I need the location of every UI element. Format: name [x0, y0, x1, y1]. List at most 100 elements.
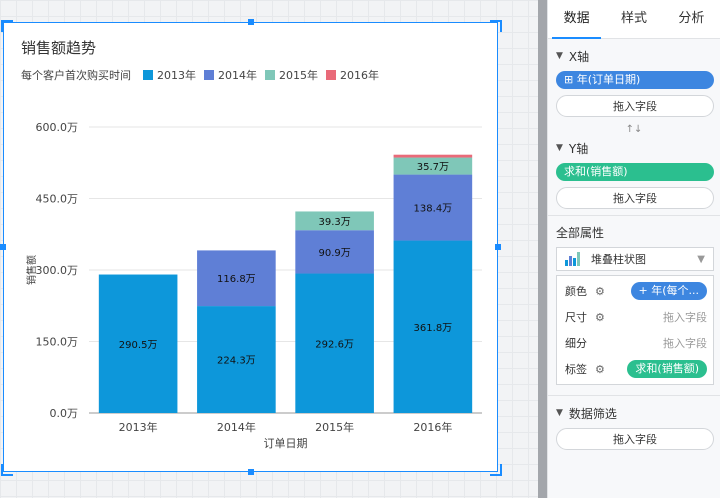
x-axis-header[interactable]: ▼ X轴: [556, 47, 714, 65]
bar-segment: [393, 174, 473, 241]
data-label: 224.3万: [217, 356, 256, 367]
legend-item-2013[interactable]: 2013年: [143, 67, 196, 83]
x-axis-drop-zone[interactable]: 拖入字段: [556, 95, 714, 117]
bar-segment: [295, 230, 374, 274]
x-tick-label: 2016年: [413, 420, 452, 434]
resize-corner-bottom-left[interactable]: [1, 464, 13, 476]
y-axis-label: Y轴: [568, 141, 589, 156]
panel-tabs: 数据 样式 分析: [548, 0, 720, 39]
data-label: 116.8万: [217, 274, 256, 285]
data-label: 35.7万: [417, 162, 449, 173]
chevron-down-icon: ▼: [556, 143, 563, 153]
resize-corner-top-right[interactable]: [490, 20, 502, 32]
data-label: 138.4万: [414, 204, 453, 215]
size-drop-zone[interactable]: 拖入字段: [663, 311, 707, 324]
encoding-properties: 颜色 ⚙ + 年(每个... 尺寸 ⚙ 拖入字段 细分 拖入字段 标签 ⚙ 求和…: [556, 275, 714, 385]
tab-style[interactable]: 样式: [620, 11, 647, 26]
prop-label: 细分: [565, 337, 587, 350]
dropdown-caret-icon: ▼: [697, 253, 705, 265]
y-tick-label: 600.0万: [36, 121, 79, 134]
resize-handle-top[interactable]: [248, 19, 254, 25]
chevron-down-icon: ▼: [556, 408, 563, 418]
chart-legend: 每个客户首次购买时间 2013年 2014年 2015年 2016年: [21, 67, 387, 83]
swap-axes-icon[interactable]: ↑↓: [625, 124, 643, 135]
prop-row-detail: 细分 拖入字段: [557, 330, 713, 356]
legend-item-2016[interactable]: 2016年: [326, 67, 379, 83]
prop-label: 尺寸: [565, 311, 587, 324]
chart-widget[interactable]: 销售额趋势 每个客户首次购买时间 2013年 2014年 2015年 2016年…: [3, 22, 498, 472]
color-field-pill[interactable]: + 年(每个...: [630, 282, 707, 300]
prop-row-color: 颜色 ⚙ + 年(每个...: [557, 278, 713, 304]
data-label: 290.5万: [119, 340, 158, 351]
legend-label: 2015年: [279, 69, 318, 82]
legend-swatch: [143, 70, 153, 80]
chart-type-value: 堆叠柱状图: [591, 253, 646, 266]
x-axis-field-pill[interactable]: ⊞ 年(订单日期): [556, 71, 714, 89]
y-tick-label: 150.0万: [36, 336, 79, 349]
legend-item-2014[interactable]: 2014年: [204, 67, 257, 83]
divider: [548, 215, 720, 216]
resize-corner-top-left[interactable]: [1, 20, 13, 32]
bar-segment: [295, 273, 374, 413]
x-tick-label: 2014年: [217, 420, 256, 434]
y-tick-label: 0.0万: [50, 407, 79, 420]
all-properties-label: 全部属性: [556, 226, 605, 240]
resize-corner-bottom-right[interactable]: [490, 464, 502, 476]
y-tick-label: 300.0万: [36, 264, 79, 277]
legend-swatch: [265, 70, 275, 80]
prop-row-label: 标签 ⚙ 求和(销售额): [557, 356, 713, 382]
gear-icon[interactable]: ⚙: [595, 310, 605, 324]
x-axis-section: ▼ X轴 ⊞ 年(订单日期) 拖入字段: [548, 39, 720, 117]
y-axis-title: 销售额: [25, 255, 38, 285]
bar-segment: [393, 240, 473, 413]
y-tick-label: 450.0万: [36, 193, 79, 206]
y-axis-drop-zone[interactable]: 拖入字段: [556, 187, 714, 209]
prop-label: 标签: [565, 363, 587, 376]
y-axis-field-pill[interactable]: 求和(销售额): [556, 163, 714, 181]
panel-splitter[interactable]: [538, 0, 547, 498]
chart-title: 销售额趋势: [21, 39, 97, 57]
legend-caption: 每个客户首次购买时间: [21, 69, 131, 82]
legend-swatch: [204, 70, 214, 80]
bar-segment: [197, 250, 276, 307]
resize-handle-left[interactable]: [0, 244, 6, 250]
filter-header[interactable]: ▼ 数据筛选: [556, 404, 714, 422]
data-label: 39.3万: [318, 217, 350, 228]
x-tick-label: 2015年: [315, 420, 354, 434]
y-axis-header[interactable]: ▼ Y轴: [556, 139, 714, 157]
bar-segment: [98, 274, 178, 413]
filter-drop-zone[interactable]: 拖入字段: [556, 428, 714, 450]
bar-segment: [393, 157, 473, 175]
filter-section: ▼ 数据筛选 拖入字段: [548, 396, 720, 450]
y-axis-section: ▼ Y轴 求和(销售额) 拖入字段: [548, 139, 720, 209]
tab-analysis[interactable]: 分析: [678, 11, 705, 26]
prop-row-size: 尺寸 ⚙ 拖入字段: [557, 304, 713, 330]
prop-label: 颜色: [565, 285, 587, 298]
design-canvas[interactable]: 销售额趋势 每个客户首次购买时间 2013年 2014年 2015年 2016年…: [0, 0, 540, 498]
data-label: 292.6万: [315, 339, 354, 350]
bar-segment: [393, 154, 473, 158]
gear-icon[interactable]: ⚙: [595, 362, 605, 376]
legend-item-2015[interactable]: 2015年: [265, 67, 318, 83]
gear-icon[interactable]: ⚙: [595, 284, 605, 298]
label-field-pill[interactable]: 求和(销售额): [627, 360, 707, 378]
properties-panel: 数据 样式 分析 ▼ X轴 ⊞ 年(订单日期) 拖入字段 ↑↓ ▼ Y轴 求和(销售…: [547, 0, 720, 498]
detail-drop-zone[interactable]: 拖入字段: [663, 337, 707, 350]
chart-type-select[interactable]: 堆叠柱状图 ▼: [556, 247, 714, 271]
divider: [548, 395, 720, 396]
tab-data[interactable]: 数据: [548, 0, 605, 39]
x-axis-title: 订单日期: [264, 437, 308, 450]
x-tick-label: 2013年: [119, 420, 158, 434]
bar-segment: [295, 211, 374, 231]
data-label: 361.8万: [414, 323, 453, 334]
legend-label: 2014年: [218, 69, 257, 82]
legend-label: 2016年: [340, 69, 379, 82]
filter-label: 数据筛选: [568, 406, 617, 421]
resize-handle-right[interactable]: [495, 244, 501, 250]
legend-label: 2013年: [157, 69, 196, 82]
chevron-down-icon: ▼: [556, 51, 563, 61]
resize-handle-bottom[interactable]: [248, 469, 254, 475]
legend-swatch: [326, 70, 336, 80]
bar-segment: [197, 306, 276, 413]
